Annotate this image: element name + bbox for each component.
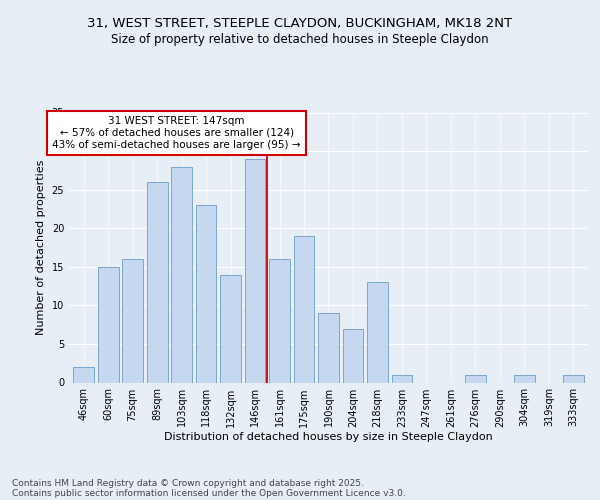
Text: Size of property relative to detached houses in Steeple Claydon: Size of property relative to detached ho… — [111, 32, 489, 46]
Bar — [220, 274, 241, 382]
Bar — [98, 267, 119, 382]
Text: 31 WEST STREET: 147sqm
← 57% of detached houses are smaller (124)
43% of semi-de: 31 WEST STREET: 147sqm ← 57% of detached… — [52, 116, 301, 150]
Bar — [171, 166, 192, 382]
Bar — [563, 375, 584, 382]
Bar — [122, 259, 143, 382]
Bar — [465, 375, 486, 382]
Text: Contains public sector information licensed under the Open Government Licence v3: Contains public sector information licen… — [12, 488, 406, 498]
Bar — [367, 282, 388, 382]
Y-axis label: Number of detached properties: Number of detached properties — [36, 160, 46, 335]
X-axis label: Distribution of detached houses by size in Steeple Claydon: Distribution of detached houses by size … — [164, 432, 493, 442]
Bar — [73, 367, 94, 382]
Bar — [514, 375, 535, 382]
Text: 31, WEST STREET, STEEPLE CLAYDON, BUCKINGHAM, MK18 2NT: 31, WEST STREET, STEEPLE CLAYDON, BUCKIN… — [88, 18, 512, 30]
Bar — [245, 159, 265, 382]
Bar — [392, 375, 412, 382]
Text: Contains HM Land Registry data © Crown copyright and database right 2025.: Contains HM Land Registry data © Crown c… — [12, 478, 364, 488]
Bar — [318, 313, 339, 382]
Bar — [343, 328, 364, 382]
Bar — [269, 259, 290, 382]
Bar — [196, 205, 217, 382]
Bar — [293, 236, 314, 382]
Bar — [147, 182, 167, 382]
